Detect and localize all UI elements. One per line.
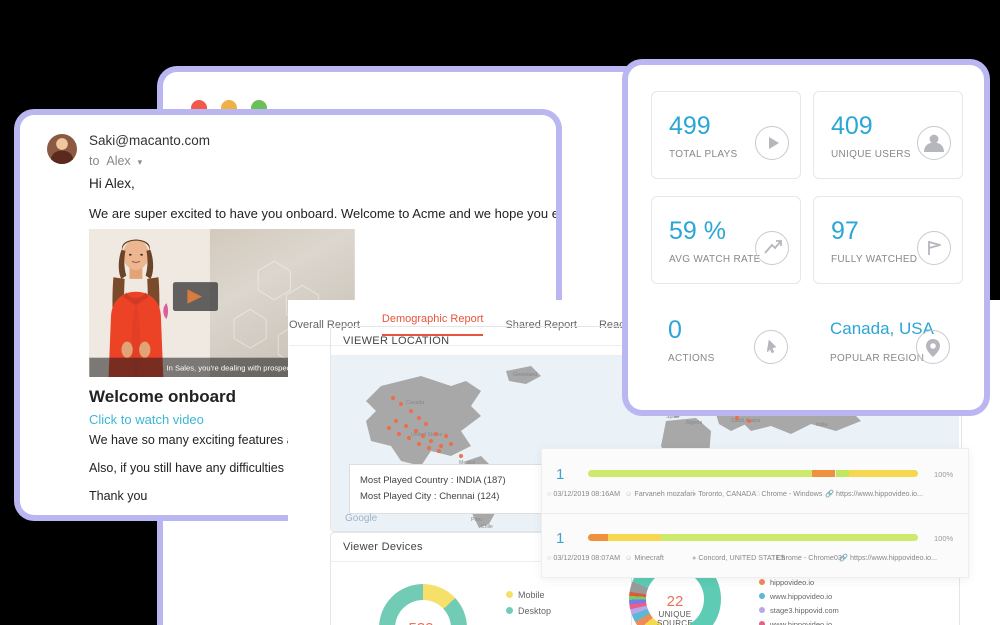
svg-text:Canada: Canada bbox=[406, 400, 424, 406]
svg-text:Peru: Peru bbox=[471, 517, 482, 523]
svg-text:Spain: Spain bbox=[666, 414, 679, 420]
svg-text:Greenland: Greenland bbox=[513, 372, 537, 378]
svg-text:Algeria: Algeria bbox=[686, 420, 702, 426]
svg-text:India: India bbox=[816, 422, 827, 428]
svg-text:Chile: Chile bbox=[481, 524, 493, 530]
